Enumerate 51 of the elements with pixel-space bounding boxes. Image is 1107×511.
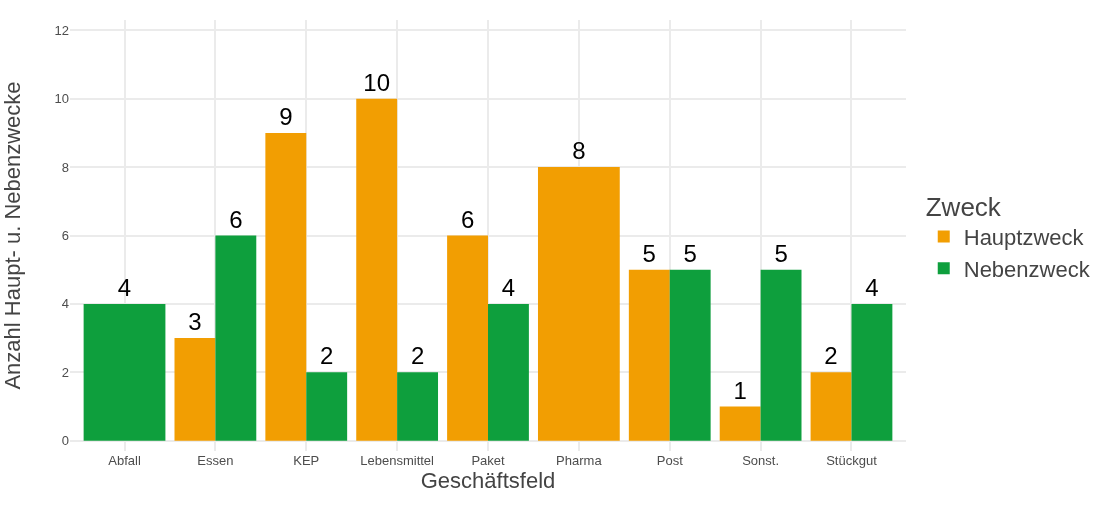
y-tick-label: 2 [61, 364, 69, 380]
bar [447, 235, 488, 441]
data-label: 2 [320, 342, 334, 370]
y-axis-title: Anzahl Haupt- u. Nebenzwecke [0, 81, 25, 390]
data-label: 1 [733, 376, 747, 404]
data-label: 2 [410, 342, 425, 370]
data-label: 5 [683, 239, 697, 267]
data-label: 3 [188, 308, 202, 336]
y-tick-label: 12 [54, 22, 69, 38]
data-label: 5 [642, 239, 656, 267]
bar [669, 269, 711, 441]
data-label: 8 [572, 137, 586, 165]
y-tick-label: 10 [54, 91, 69, 107]
legend-title: Zweck [925, 191, 1002, 222]
x-tick-label: Lebensmittel [360, 453, 435, 468]
bar [174, 338, 216, 441]
x-tick-label: Essen [197, 453, 234, 468]
data-label: 2 [824, 342, 838, 370]
x-axis-title: Geschäftsfeld [420, 468, 556, 493]
y-tick-label: 0 [61, 433, 69, 449]
bar [215, 235, 257, 441]
bar [397, 372, 439, 441]
bar [851, 303, 893, 441]
bar [356, 98, 398, 441]
data-label: 4 [117, 273, 132, 301]
data-label: 6 [229, 205, 243, 233]
x-tick-label: Paket [471, 453, 506, 468]
x-tick-label: Pharma [556, 453, 603, 468]
data-label: 5 [774, 239, 788, 267]
bar [488, 303, 529, 441]
x-tick-label: Abfall [108, 453, 141, 468]
x-tick-label: Stückgut [826, 453, 878, 468]
bar [306, 372, 348, 441]
data-label: 4 [865, 273, 879, 301]
bar [810, 372, 852, 441]
bar [628, 269, 670, 441]
legend-label: Hauptzweck [963, 225, 1085, 251]
legend-label: Nebenzweck [963, 256, 1091, 282]
x-tick-label: Post [656, 453, 684, 468]
bar [719, 406, 761, 441]
bar [265, 132, 307, 441]
y-tick-label: 4 [61, 296, 69, 312]
y-tick-label: 6 [61, 228, 69, 244]
data-label: 4 [501, 273, 516, 301]
data-label: 10 [363, 68, 391, 96]
x-tick-label: KEP [293, 453, 320, 468]
y-tick-label: 8 [61, 159, 69, 175]
x-tick-label: Sonst. [742, 453, 780, 468]
data-label: 9 [279, 102, 293, 130]
data-label: 6 [460, 205, 475, 233]
bar [760, 269, 802, 441]
